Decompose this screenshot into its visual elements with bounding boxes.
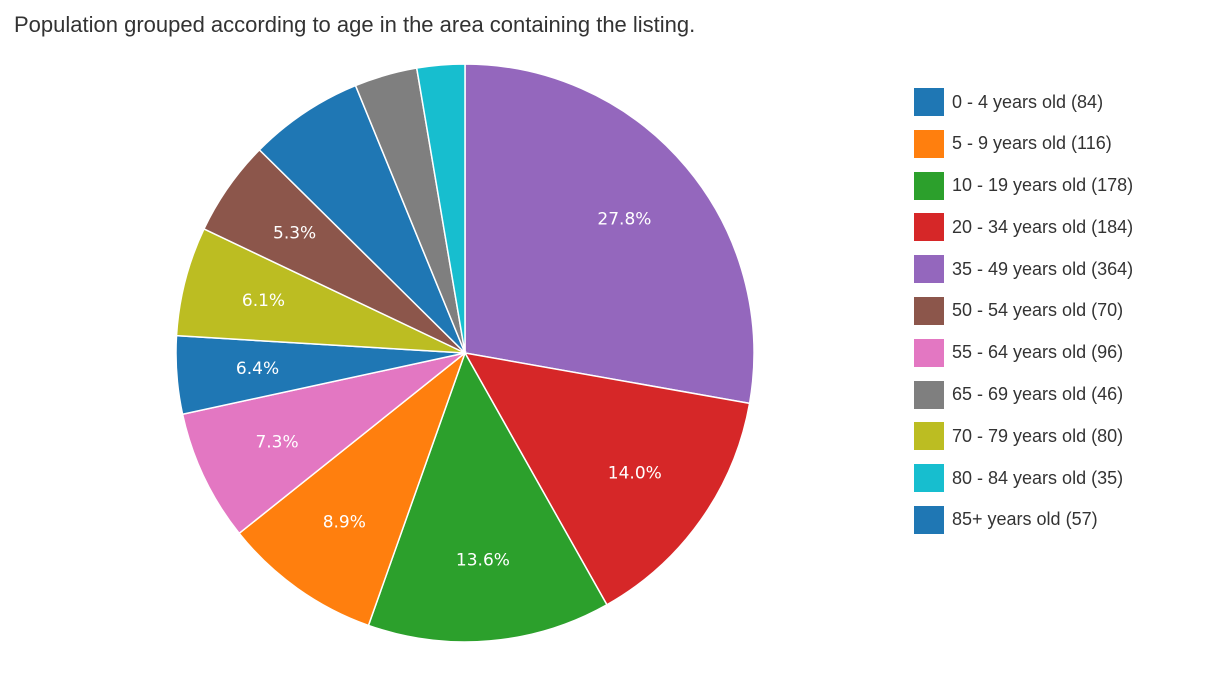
- legend-item: 35 - 49 years old (364): [914, 255, 1204, 284]
- legend-label: 65 - 69 years old (46): [952, 384, 1124, 405]
- legend-label: 20 - 34 years old (184): [952, 216, 1134, 237]
- legend-swatch: [914, 88, 944, 116]
- legend-label: 50 - 54 years old (70): [952, 300, 1124, 321]
- legend-item: 55 - 64 years old (96): [914, 338, 1204, 367]
- legend-swatch: [914, 380, 944, 409]
- legend-swatch: [914, 422, 944, 451]
- slice-percent-label: 7.3%: [255, 432, 298, 452]
- legend-swatch: [914, 171, 944, 200]
- legend-item: 20 - 34 years old (184): [914, 213, 1204, 242]
- pie-slice-20-34-years-old-184: [463, 351, 751, 606]
- legend-label: 5 - 9 years old (116): [952, 133, 1112, 154]
- slice-percent-label: 13.6%: [456, 550, 510, 570]
- legend-swatch: [914, 296, 944, 325]
- legend-item: 85+ years old (57): [914, 505, 1204, 534]
- legend-label: 85+ years old (57): [952, 509, 1098, 530]
- legend-label: 10 - 19 years old (178): [952, 175, 1134, 196]
- legend-item: 0 - 4 years old (84): [914, 88, 1204, 116]
- chart-title: Population grouped according to age in t…: [14, 12, 696, 37]
- legend-item: 10 - 19 years old (178): [914, 171, 1204, 200]
- legend-swatch: [914, 213, 944, 242]
- legend-swatch: [914, 338, 944, 367]
- chart-legend: 0 - 4 years old (84) 5 - 9 years old (116…: [914, 88, 1204, 548]
- legend-item: 65 - 69 years old (46): [914, 380, 1204, 409]
- legend-label: 80 - 84 years old (35): [952, 467, 1124, 488]
- legend-swatch: [914, 129, 944, 158]
- legend-item: 80 - 84 years old (35): [914, 464, 1204, 493]
- pie-slice-10-19-years-old-178: [367, 351, 608, 643]
- legend-item: 70 - 79 years old (80): [914, 422, 1204, 451]
- pie-slice-80-84-years-old-35: [415, 63, 466, 354]
- legend-label: 35 - 49 years old (364): [952, 258, 1134, 279]
- slice-percent-label: 14.0%: [608, 463, 662, 483]
- legend-item: 5 - 9 years old (116): [914, 129, 1204, 158]
- slice-percent-label: 5.3%: [273, 224, 316, 244]
- legend-label: 70 - 79 years old (80): [952, 425, 1124, 446]
- pie-slice-35-49-years-old-364: [464, 63, 755, 405]
- pie-slice-55-64-years-old-96: [181, 352, 466, 535]
- pie-slice-5-9-years-old-116: [238, 350, 467, 627]
- legend-item: 50 - 54 years old (70): [914, 296, 1204, 325]
- pie-slice-0-4-years-old-84: [258, 84, 466, 354]
- legend-swatch: [914, 255, 944, 284]
- legend-label: 0 - 4 years old (84): [952, 91, 1104, 112]
- legend-label: 55 - 64 years old (96): [952, 342, 1124, 363]
- slice-percent-label: 6.1%: [242, 291, 285, 311]
- slice-percent-label: 8.9%: [323, 513, 366, 533]
- slice-percent-label: 6.4%: [236, 359, 279, 379]
- slice-percent-label: 27.8%: [597, 209, 651, 229]
- legend-swatch: [914, 464, 944, 493]
- legend-swatch: [914, 505, 944, 534]
